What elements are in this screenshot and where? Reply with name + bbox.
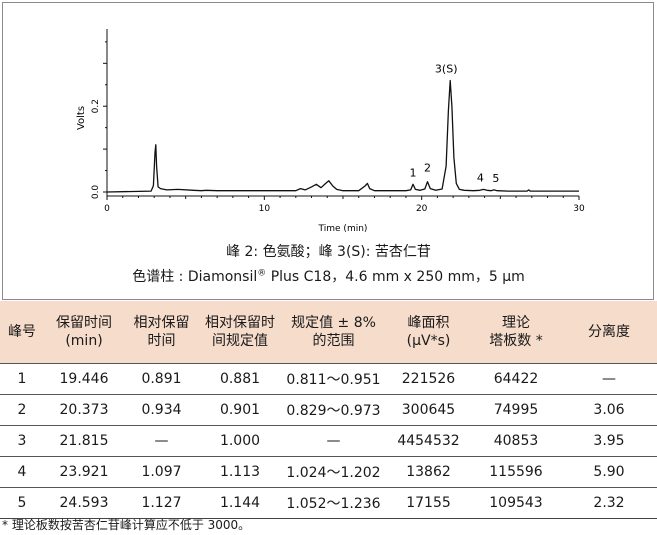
peak-label: 1: [409, 166, 416, 179]
table-cell: 24.593: [44, 487, 124, 519]
table-row: 2 20.373 0.934 0.901 0.829～0.973 300645 74995 3…: [0, 394, 657, 426]
table-cell: 0.891: [124, 363, 199, 395]
table-cell: 3.06: [561, 394, 657, 426]
table-cell: 1.097: [124, 456, 199, 488]
table-footnote: * 理论板数按苦杏仁苷峰计算应不低于 3000。: [2, 518, 251, 532]
table-cell: 2: [0, 394, 44, 426]
table-cell: 0.829～0.973: [281, 394, 386, 426]
x-tick-label: 0: [104, 204, 110, 214]
column-caption: 色谱柱 : Diamonsil® Plus C18，4.6 mm x 250 m…: [0, 266, 657, 286]
table-cell: 0.934: [124, 394, 199, 426]
y-axis-label: Volts: [76, 106, 87, 130]
table-cell: 0.901: [199, 394, 281, 426]
y-tick-label: 0.2: [91, 99, 101, 113]
table-cell: 5.90: [561, 456, 657, 488]
table-header-cell: 保留时间 (min): [44, 301, 124, 364]
table-cell: 5: [0, 487, 44, 519]
x-tick-label: 30: [573, 204, 585, 214]
table-cell: 1: [0, 363, 44, 395]
chart-axes: [106, 29, 579, 197]
table-header-cell: 理论 塔板数 *: [471, 301, 561, 364]
x-tick-label: 20: [416, 204, 428, 214]
y-tick-label: 0.0: [91, 185, 101, 200]
table-cell: 13862: [386, 456, 471, 488]
table-cell: 4454532: [386, 425, 471, 457]
table-row: 4 23.921 1.097 1.113 1.024～1.202 13862 115596 5…: [0, 456, 657, 488]
table-cell: 300645: [386, 394, 471, 426]
table-cell: 17155: [386, 487, 471, 519]
chart-ticks: 0 10 20 30 0.0 0.2: [91, 41, 585, 214]
table-cell: 0.881: [199, 363, 281, 395]
column-caption-pre: 色谱柱 : Diamonsil: [132, 269, 258, 285]
table-header-cell: 分离度: [561, 301, 657, 364]
table-header-cell: 相对保留 时间: [124, 301, 199, 364]
peak-label: 2: [424, 162, 431, 175]
table-header-cell: 相对保留时 间规定值: [199, 301, 281, 364]
table-cell: 19.446: [44, 363, 124, 395]
x-axis-label: Time (min): [318, 224, 368, 234]
table-cell: 1.052～1.236: [281, 487, 386, 519]
table-cell: 221526: [386, 363, 471, 395]
table-cell: 1.127: [124, 487, 199, 519]
peak-labels: 1 2 3(S) 4 5: [409, 62, 499, 184]
peak-legend-caption: 峰 2: 色氨酸；峰 3(S): 苦杏仁苷: [226, 244, 431, 260]
table-cell: 1.144: [199, 487, 281, 519]
table-row: 1 19.446 0.891 0.881 0.811～0.951 221526 64422—: [0, 363, 657, 395]
table-cell: 109543: [471, 487, 561, 519]
peak-label: 3(S): [435, 62, 458, 75]
table-row: 3 21.815—1.000—4454532 40853 3.95: [0, 425, 657, 457]
table-header-cell: 峰号: [0, 301, 44, 364]
chromatogram-panel: [2, 2, 654, 300]
x-tick-label: 10: [259, 204, 271, 214]
table-cell: 1.024～1.202: [281, 456, 386, 488]
table-cell: —: [561, 363, 657, 395]
series-line: [106, 79, 579, 193]
table-cell: 2.32: [561, 487, 657, 519]
registered-mark: ®: [257, 268, 267, 279]
table-cell: 1.000: [199, 425, 281, 457]
peak-label: 5: [492, 172, 499, 185]
table-cell: 23.921: [44, 456, 124, 488]
table-header-cell: 规定值 ± 8% 的范围: [281, 301, 386, 364]
table-header-cell: 峰面积 (µV*s): [386, 301, 471, 364]
table-header-row: 峰号 保留时间 (min) 相对保留 时间 相对保留时 间规定值 规定值 ± 8% 的范围 峰面积…: [0, 301, 657, 364]
table-cell: 1.113: [199, 456, 281, 488]
results-table: 峰号 保留时间 (min) 相对保留 时间 相对保留时 间规定值 规定值 ± 8% 的范围 峰面积…: [0, 301, 657, 519]
table-cell: 4: [0, 456, 44, 488]
table-cell: 3.95: [561, 425, 657, 457]
column-caption-post: Plus C18，4.6 mm x 250 mm，5 µm: [266, 269, 525, 285]
table-cell: 40853: [471, 425, 561, 457]
table-cell: 3: [0, 425, 44, 457]
table-cell: 20.373: [44, 394, 124, 426]
table-cell: —: [281, 425, 386, 457]
table-body: 1 19.446 0.891 0.881 0.811～0.951 221526 64422—…: [0, 363, 657, 519]
table-cell: 0.811～0.951: [281, 363, 386, 395]
table-cell: 21.815: [44, 425, 124, 457]
peak-label: 4: [477, 171, 484, 184]
table-cell: 74995: [471, 394, 561, 426]
table-row: 5 24.593 1.127 1.144 1.052～1.236 17155 109543 2…: [0, 487, 657, 519]
table-cell: —: [124, 425, 199, 457]
table-cell: 115596: [471, 456, 561, 488]
chromatogram-chart: 0 10 20 30 0.0 0.2 1 2 3(S) 4 5 Volts Time (min): [76, 29, 585, 234]
table-cell: 64422: [471, 363, 561, 395]
